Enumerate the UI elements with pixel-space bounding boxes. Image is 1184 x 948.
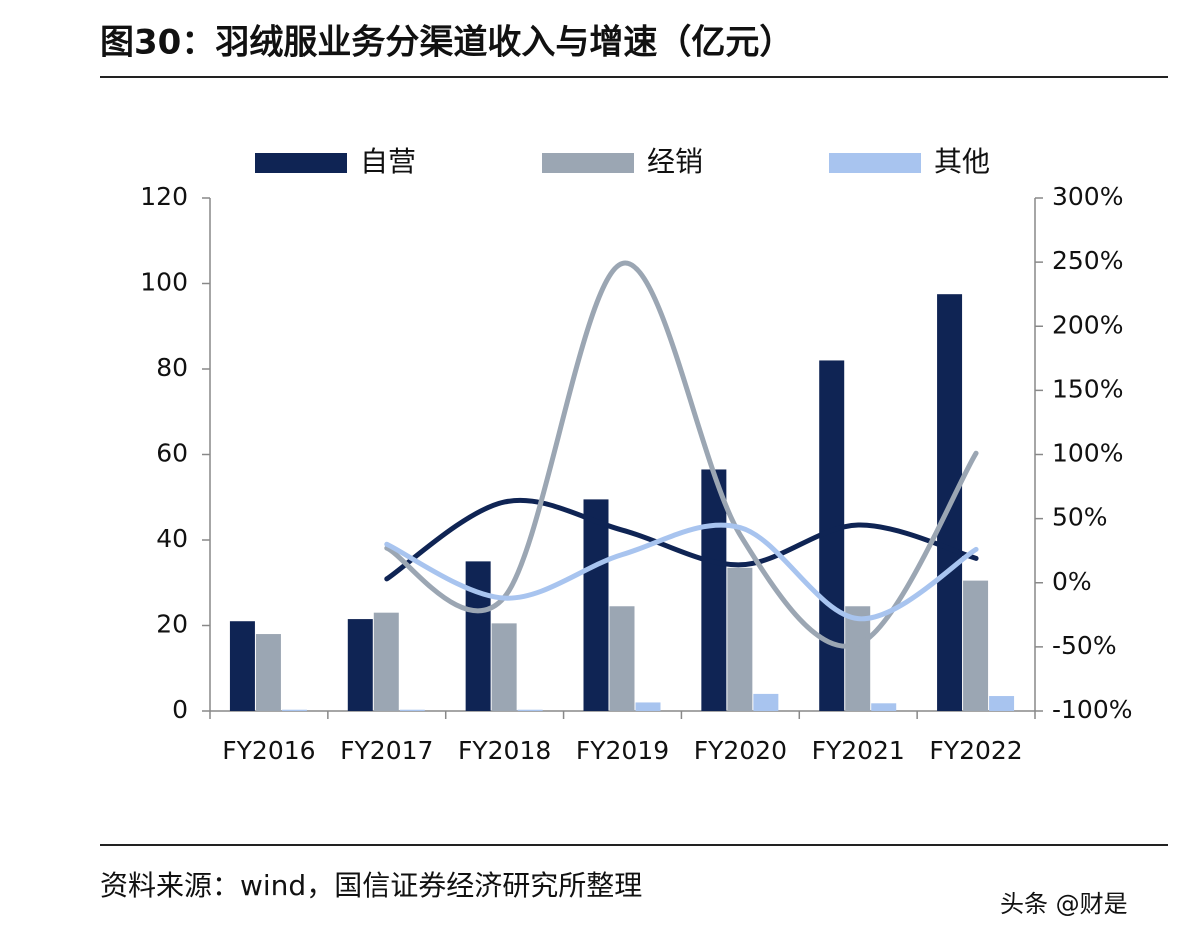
watermark: 头条 @财是 [1000, 890, 1128, 918]
bar [845, 606, 871, 711]
legend-label: 其他 [934, 145, 990, 178]
y-tick-label: 20 [156, 610, 188, 639]
bar [727, 567, 753, 711]
y-tick-label: 120 [140, 182, 188, 211]
y-tick-label: 60 [156, 439, 188, 468]
y2-tick-label: 150% [1052, 374, 1123, 403]
x-tick-label: FY2017 [340, 736, 433, 765]
bar [635, 702, 661, 711]
legend-swatch [542, 153, 634, 173]
y-tick-label: 80 [156, 353, 188, 382]
bar [399, 709, 425, 711]
y2-tick-label: -50% [1052, 631, 1117, 660]
y2-tick-label: 100% [1052, 439, 1123, 468]
x-tick-label: FY2021 [812, 736, 905, 765]
chart-title: 图30：羽绒服业务分渠道收入与增速（亿元） [100, 23, 793, 63]
x-tick-label: FY2016 [222, 736, 315, 765]
growth-line [384, 497, 979, 582]
y-tick-label: 0 [172, 695, 188, 724]
bar [347, 619, 373, 711]
bar [229, 621, 255, 711]
bar [465, 561, 491, 711]
growth-line [384, 522, 979, 622]
legend-label: 经销 [647, 145, 703, 178]
x-tick-label: FY2019 [576, 736, 669, 765]
bar [373, 612, 399, 711]
bar [871, 703, 897, 711]
x-tick-label: FY2020 [694, 736, 787, 765]
y2-tick-label: 250% [1052, 246, 1123, 275]
legend-label: 自营 [360, 145, 416, 178]
y2-tick-label: 0% [1052, 567, 1092, 596]
legend-swatch [829, 153, 921, 173]
bar [701, 469, 727, 711]
legend-swatch [255, 153, 347, 173]
bar [963, 580, 989, 711]
y-tick-label: 40 [156, 524, 188, 553]
bar [583, 499, 609, 711]
y2-tick-label: -100% [1052, 695, 1133, 724]
source: 资料来源：wind，国信证券经济研究所整理 [100, 869, 642, 902]
bar [753, 693, 779, 711]
y2-tick-label: 200% [1052, 310, 1123, 339]
y2-tick-label: 50% [1052, 503, 1108, 532]
bar [281, 709, 307, 711]
x-tick-label: FY2022 [929, 736, 1022, 765]
bar [255, 634, 281, 711]
y-tick-label: 100 [140, 268, 188, 297]
bar [491, 623, 517, 711]
bar [609, 606, 635, 711]
y2-tick-label: 300% [1052, 182, 1123, 211]
bar [989, 696, 1015, 711]
x-tick-label: FY2018 [458, 736, 551, 765]
bar [517, 709, 543, 711]
